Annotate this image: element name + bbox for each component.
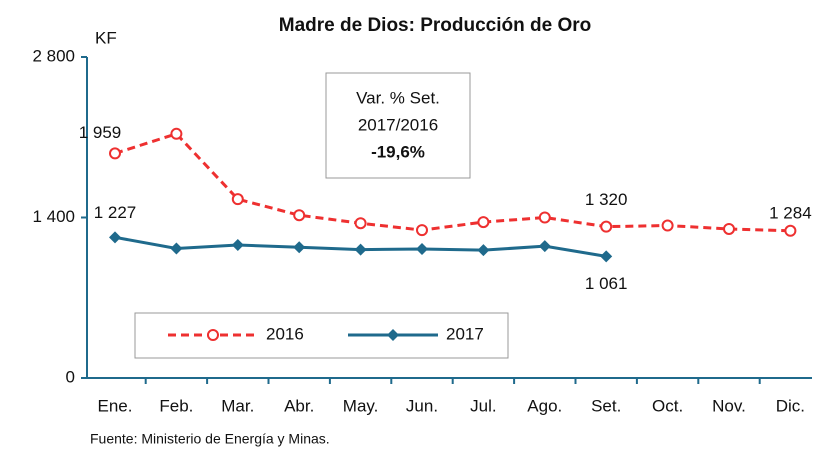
point: [293, 241, 306, 254]
x-tick-label: Jun.: [406, 396, 438, 415]
point: [354, 217, 367, 230]
x-tick-label: Ene.: [98, 396, 133, 415]
point: [170, 127, 183, 140]
point: [538, 211, 551, 224]
point: [600, 220, 613, 233]
annotation: Var. % Set.: [356, 88, 440, 107]
point: [231, 193, 244, 206]
point: [109, 231, 121, 244]
point: [723, 222, 735, 235]
legend-label: 2016: [266, 324, 304, 343]
y-tick-label: 0: [66, 367, 75, 386]
legend-label: 2017: [446, 324, 484, 343]
point: [416, 224, 428, 237]
annotation: 2017/2016: [358, 115, 438, 134]
point: [416, 243, 428, 256]
legend-marker: [207, 329, 219, 341]
x-tick-label: Feb.: [159, 396, 193, 415]
point: [231, 239, 244, 252]
data-label: 1 959: [79, 123, 122, 142]
point: [784, 224, 797, 237]
data-label: 1 061: [585, 274, 628, 293]
point: [477, 244, 490, 257]
point: [354, 243, 367, 256]
point: [661, 219, 674, 232]
x-tick-label: Dic.: [776, 396, 805, 415]
line: [114, 132, 791, 233]
y-tick-label: 1 400: [32, 207, 75, 226]
x-tick-label: Nov.: [712, 396, 746, 415]
data-label: 1 227: [94, 203, 137, 222]
y-tick-label: 2 800: [32, 46, 75, 65]
legend-marker: [387, 329, 399, 341]
x-tick-label: Set.: [591, 396, 621, 415]
x-tick-label: Oct.: [652, 396, 683, 415]
point: [600, 250, 613, 263]
x-tick-label: Ago.: [527, 396, 562, 415]
x-tick-label: Mar.: [221, 396, 254, 415]
annotation: -19,6%: [371, 142, 425, 161]
x-tick-label: May.: [343, 396, 379, 415]
point: [538, 240, 551, 253]
source: Fuente: Ministerio de Energía y Minas.: [90, 431, 330, 447]
x-tick-label: Jul.: [470, 396, 496, 415]
point: [109, 147, 121, 160]
x-tick-label: Abr.: [284, 396, 314, 415]
point: [170, 242, 183, 255]
y-axis-label: KF: [95, 28, 117, 47]
point: [477, 216, 490, 229]
data-label: 1 320: [585, 190, 628, 209]
point: [293, 209, 306, 222]
annotation-box: [325, 72, 471, 179]
chart-title: Madre de Dios: Producción de Oro: [279, 15, 592, 36]
data-label: 1 284: [769, 203, 812, 222]
